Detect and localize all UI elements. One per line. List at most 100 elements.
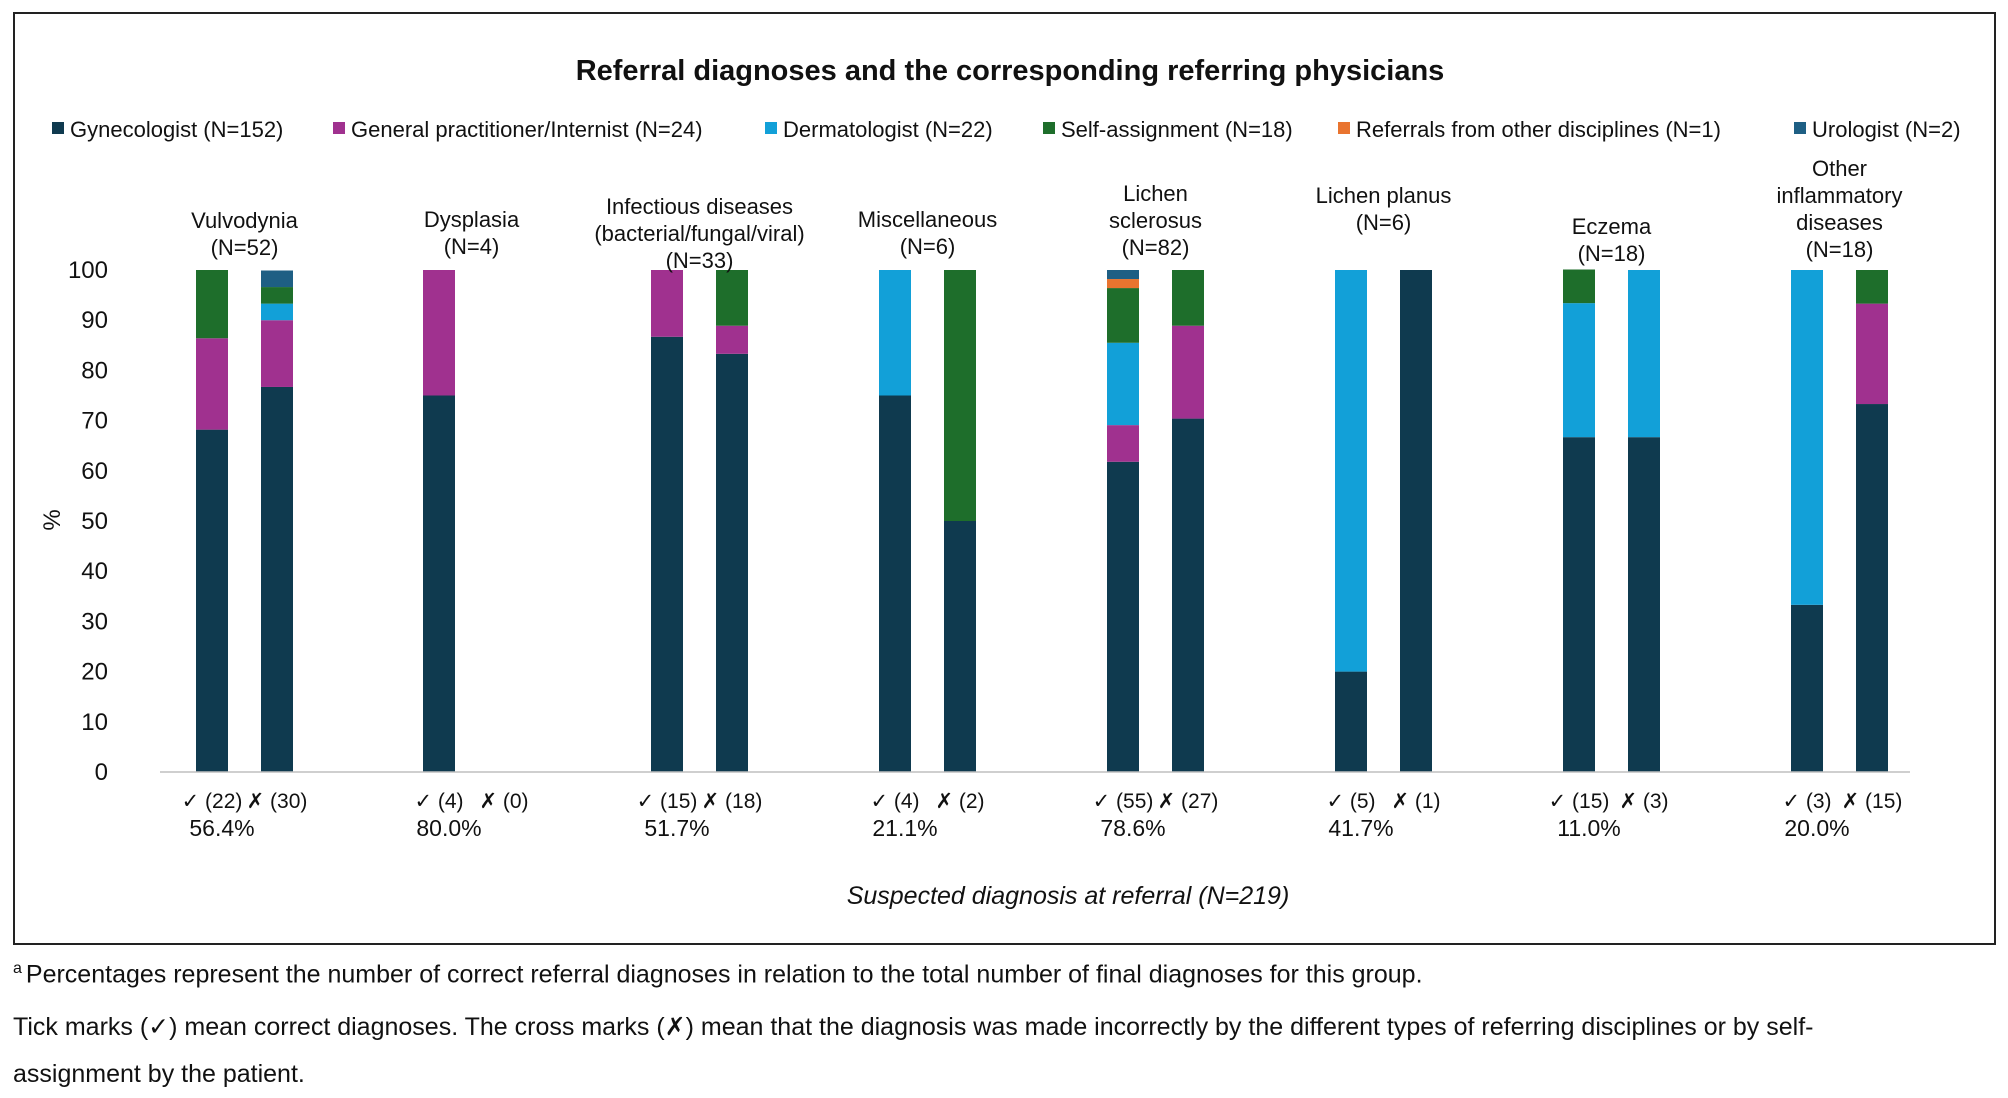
correct-count-label: ✓ (22) bbox=[182, 790, 243, 813]
y-tick-label: 50 bbox=[81, 508, 108, 535]
group-eczema: Eczema(N=18) ✓ (15) ✗ (3)11.0% bbox=[1549, 214, 1669, 841]
category-label-line: (N=52) bbox=[211, 235, 279, 260]
incorrect-bar-segment-general-practitioner-internist bbox=[716, 325, 748, 354]
category-label-line: (bacterial/fungal/viral) bbox=[594, 221, 804, 246]
incorrect-count-label: ✗ (2) bbox=[935, 790, 984, 813]
incorrect-bar-segment-general-practitioner-internist bbox=[261, 320, 293, 387]
legend-item-gynecologist: Gynecologist (N=152) bbox=[52, 117, 283, 142]
incorrect-bar-segment-self-assignment bbox=[261, 287, 293, 304]
legend-swatch bbox=[1043, 122, 1055, 134]
incorrect-bar-segment-self-assignment bbox=[1856, 270, 1888, 304]
correct-percentage-label: 80.0% bbox=[416, 815, 481, 841]
category-label-line: Eczema bbox=[1572, 214, 1652, 239]
footnote-b-line1: Tick marks (✓) mean correct diagnoses. T… bbox=[13, 1013, 1814, 1041]
y-axis: 0 10 20 30 40 50 60 70 80 90 100 bbox=[68, 257, 108, 786]
correct-bar-segment-gynecologist bbox=[196, 429, 228, 772]
y-tick-label: 20 bbox=[81, 659, 108, 686]
footnote-b-line2: assignment by the patient. bbox=[13, 1060, 305, 1088]
incorrect-bar-segment-dermatologist bbox=[261, 303, 293, 321]
correct-bar-segment-gynecologist bbox=[651, 336, 683, 772]
incorrect-bar-segment-urologist bbox=[261, 270, 293, 288]
correct-bar-segment-gynecologist bbox=[1563, 437, 1595, 772]
legend-label: Urologist (N=2) bbox=[1812, 117, 1961, 142]
correct-percentage-label: 20.0% bbox=[1784, 815, 1849, 841]
bar-groups: Vulvodynia(N=52) ✓ (22) ✗ (30)56.4% Dysplas… bbox=[182, 156, 1903, 841]
correct-bar-segment-gynecologist bbox=[1791, 604, 1823, 772]
correct-count-label: ✓ (4) bbox=[870, 790, 919, 813]
y-tick-label: 40 bbox=[81, 558, 108, 585]
incorrect-bar-segment-gynecologist bbox=[716, 353, 748, 772]
category-label-line: (N=18) bbox=[1806, 237, 1874, 262]
correct-bar-segment-general-practitioner-internist bbox=[1107, 425, 1139, 462]
correct-bar-segment-gynecologist bbox=[1107, 461, 1139, 772]
footnote-a-marker: a bbox=[13, 960, 22, 977]
correct-percentage-label: 41.7% bbox=[1328, 815, 1393, 841]
incorrect-bar-segment-self-assignment bbox=[1172, 270, 1204, 326]
correct-bar-segment-general-practitioner-internist bbox=[651, 270, 683, 337]
legend-label: General practitioner/Internist (N=24) bbox=[351, 117, 703, 142]
y-tick-label: 60 bbox=[81, 458, 108, 485]
correct-count-label: ✓ (4) bbox=[414, 790, 463, 813]
group-infectious-diseases: Infectious diseases(bacterial/fungal/vir… bbox=[594, 194, 804, 841]
incorrect-count-label: ✗ (1) bbox=[1391, 790, 1440, 813]
incorrect-bar-segment-gynecologist bbox=[944, 521, 976, 772]
incorrect-bar-segment-general-practitioner-internist bbox=[1856, 303, 1888, 405]
legend-item-self-assignment: Self-assignment (N=18) bbox=[1043, 117, 1293, 142]
correct-bar-segment-gynecologist bbox=[423, 395, 455, 772]
correct-bar-segment-gynecologist bbox=[879, 395, 911, 772]
group-miscellaneous: Miscellaneous(N=6) ✓ (4) ✗ (2)21.1% bbox=[858, 207, 997, 841]
incorrect-count-label: ✗ (15) bbox=[1842, 790, 1903, 813]
legend-label: Self-assignment (N=18) bbox=[1061, 117, 1293, 142]
legend-swatch bbox=[333, 122, 345, 134]
incorrect-bar-segment-self-assignment bbox=[716, 270, 748, 326]
correct-count-label: ✓ (55) bbox=[1093, 790, 1154, 813]
incorrect-count-label: ✗ (3) bbox=[1619, 790, 1668, 813]
y-tick-label: 100 bbox=[68, 257, 108, 284]
category-label-line: inflammatory bbox=[1777, 183, 1903, 208]
correct-count-label: ✓ (15) bbox=[1549, 790, 1610, 813]
category-label-line: sclerosus bbox=[1109, 208, 1202, 233]
category-label-line: Lichen planus bbox=[1316, 183, 1452, 208]
legend-label: Gynecologist (N=152) bbox=[70, 117, 283, 142]
correct-percentage-label: 56.4% bbox=[189, 815, 254, 841]
correct-bar-segment-gynecologist bbox=[1335, 671, 1367, 772]
incorrect-bar-segment-general-practitioner-internist bbox=[1172, 325, 1204, 419]
correct-bar-segment-dermatologist bbox=[1335, 270, 1367, 672]
category-label-line: Infectious diseases bbox=[606, 194, 793, 219]
y-tick-label: 10 bbox=[81, 709, 108, 736]
y-tick-label: 80 bbox=[81, 357, 108, 384]
correct-percentage-label: 51.7% bbox=[644, 815, 709, 841]
chart-title: Referral diagnoses and the corresponding… bbox=[576, 55, 1445, 87]
incorrect-count-label: ✗ (18) bbox=[702, 790, 763, 813]
correct-bar-segment-self-assignment bbox=[1107, 288, 1139, 343]
correct-count-label: ✓ (5) bbox=[1326, 790, 1375, 813]
correct-bar-segment-self-assignment bbox=[196, 270, 228, 339]
legend-swatch bbox=[1338, 122, 1350, 134]
incorrect-bar-segment-gynecologist bbox=[1172, 418, 1204, 772]
group-lichen-planus: Lichen planus(N=6) ✓ (5) ✗ (1)41.7% bbox=[1316, 183, 1452, 841]
y-tick-label: 70 bbox=[81, 408, 108, 435]
incorrect-bar-segment-gynecologist bbox=[1856, 404, 1888, 772]
incorrect-count-label: ✗ (27) bbox=[1158, 790, 1219, 813]
y-tick-label: 90 bbox=[81, 307, 108, 334]
category-label-line: Dysplasia bbox=[424, 207, 520, 232]
correct-bar-segment-dermatologist bbox=[1107, 342, 1139, 426]
stacked-bar-chart: Referral diagnoses and the corresponding… bbox=[39, 55, 1961, 910]
category-label-line: Miscellaneous bbox=[858, 207, 997, 232]
y-tick-label: 0 bbox=[95, 759, 108, 786]
legend-swatch bbox=[765, 122, 777, 134]
correct-percentage-label: 21.1% bbox=[872, 815, 937, 841]
incorrect-count-label: ✗ (30) bbox=[247, 790, 308, 813]
category-label-line: Vulvodynia bbox=[191, 208, 299, 233]
category-label-line: (N=33) bbox=[666, 248, 734, 273]
footnote-a-text: Percentages represent the number of corr… bbox=[25, 960, 1423, 989]
legend-swatch bbox=[1794, 122, 1806, 134]
group-dysplasia: Dysplasia(N=4) ✓ (4) ✗ (0)80.0% bbox=[414, 207, 528, 841]
category-label-line: (N=6) bbox=[1356, 210, 1412, 235]
legend-label: Referrals from other disciplines (N=1) bbox=[1356, 117, 1721, 142]
incorrect-bar-segment-dermatologist bbox=[1628, 270, 1660, 438]
group-vulvodynia: Vulvodynia(N=52) ✓ (22) ✗ (30)56.4% bbox=[182, 208, 308, 841]
footnote-a: a Percentages represent the number of cor… bbox=[13, 960, 1423, 989]
